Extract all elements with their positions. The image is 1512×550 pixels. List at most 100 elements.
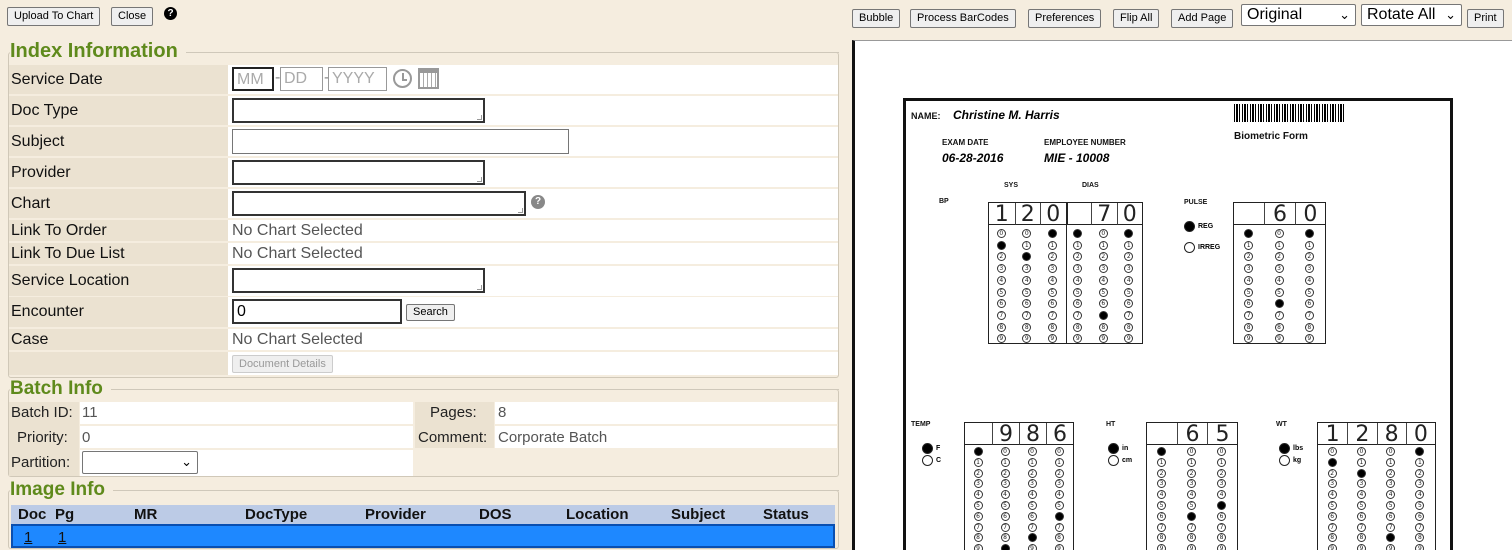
bubble: 6: [1415, 511, 1425, 521]
month-input[interactable]: MM: [232, 67, 274, 91]
process-barcodes-button[interactable]: Process BarCodes: [910, 9, 1016, 28]
column-header[interactable]: Provider: [365, 506, 426, 523]
bubble: 5: [1054, 501, 1064, 510]
bubble: 4: [1217, 490, 1226, 500]
provider-label: Provider: [9, 158, 228, 187]
bubble: 3: [1244, 264, 1254, 274]
radio-bubble: [922, 455, 933, 466]
grid-header-digit: 8: [1019, 423, 1046, 447]
encounter-input[interactable]: 0: [232, 299, 402, 324]
bubble: 1: [1274, 240, 1284, 250]
bubble: 4: [1356, 490, 1366, 500]
upload-to-chart-button[interactable]: Upload To Chart: [7, 7, 101, 26]
subject-input[interactable]: [232, 129, 569, 154]
document-details-button[interactable]: Document Details: [232, 355, 333, 373]
pages-value: 8: [498, 404, 507, 421]
chevron-down-icon: ⌄: [1339, 7, 1350, 22]
service-location-input[interactable]: [232, 268, 485, 293]
flip-all-button[interactable]: Flip All: [1113, 9, 1160, 28]
bubble: 3: [1327, 479, 1337, 489]
column-header[interactable]: Doc: [18, 506, 47, 523]
rotate-select[interactable]: Rotate All ⌄: [1361, 4, 1462, 26]
bubble: 7: [1047, 310, 1057, 320]
bubble: 6: [1022, 299, 1032, 309]
bubble: 8: [1157, 533, 1166, 543]
empty-label: [9, 352, 228, 375]
chart-help-icon[interactable]: ?: [531, 195, 545, 209]
bubble: [1022, 252, 1032, 262]
column-header[interactable]: DOS: [479, 506, 512, 523]
service-location-row: Service Location: [9, 266, 838, 296]
bubble: 0: [996, 229, 1006, 238]
bubble: 7: [996, 310, 1006, 320]
batch-id-label: Batch ID:: [11, 404, 73, 421]
column-header[interactable]: DocType: [245, 506, 308, 523]
column-header[interactable]: Pg: [55, 506, 75, 523]
bubble: 6: [1027, 511, 1037, 521]
clock-icon[interactable]: [393, 69, 412, 88]
bubble: 2: [1244, 252, 1254, 262]
grid-header-digit: 5: [1207, 423, 1237, 447]
radio-bubble: [922, 443, 933, 454]
column-header[interactable]: Location: [566, 506, 629, 523]
page-link[interactable]: 1: [58, 529, 67, 546]
provider-input[interactable]: [232, 160, 485, 185]
help-icon[interactable]: ?: [164, 7, 177, 20]
year-input[interactable]: YYYY: [328, 67, 387, 91]
bubble: 5: [1304, 287, 1314, 297]
column-header[interactable]: Status: [763, 506, 809, 523]
radio-bubble: [1279, 443, 1290, 454]
close-button[interactable]: Close: [111, 7, 154, 26]
grid-header-digit: 0: [1405, 423, 1435, 447]
calendar-icon[interactable]: [418, 68, 439, 89]
partition-select[interactable]: ⌄: [82, 451, 198, 474]
bubble: 9: [1304, 334, 1314, 344]
link-due-row: Link To Due List No Chart Selected: [9, 243, 838, 264]
bubble: 7: [1157, 522, 1166, 532]
bubble-button[interactable]: Bubble: [852, 9, 901, 28]
bubble: 1: [1187, 457, 1196, 467]
bubble: 2: [1217, 468, 1226, 478]
column-header[interactable]: Subject: [671, 506, 726, 523]
bubble: 1: [1047, 240, 1057, 250]
document-viewer[interactable]: NAME: Christine M. Harris Biometric Form…: [852, 40, 1512, 550]
grid-header-digit: 2: [1347, 423, 1377, 447]
bubble: 4: [1124, 275, 1134, 285]
doc-link[interactable]: 1: [24, 529, 33, 546]
bubble: 6: [973, 511, 983, 521]
view-select[interactable]: Original ⌄: [1241, 4, 1356, 26]
chart-input[interactable]: [232, 191, 526, 216]
bubble: 4: [1054, 490, 1064, 500]
bubble: 2: [1073, 252, 1083, 262]
bubble: 4: [1415, 490, 1425, 500]
bubble: 2: [1304, 252, 1314, 262]
bubble: 4: [973, 490, 983, 500]
doc-type-input[interactable]: [232, 98, 485, 123]
add-page-button[interactable]: Add Page: [1171, 9, 1234, 28]
bubble: 8: [1187, 533, 1196, 543]
print-button[interactable]: Print: [1467, 9, 1504, 28]
bubble: 4: [1386, 490, 1396, 500]
search-button[interactable]: Search: [406, 304, 455, 321]
radio-label: cm: [1122, 457, 1133, 464]
bubble: 7: [1386, 522, 1396, 532]
bubble: 6: [1386, 511, 1396, 521]
bubble: 7: [1000, 522, 1010, 532]
bubble: 7: [1022, 310, 1032, 320]
day-input[interactable]: DD: [280, 67, 323, 91]
dias-label: DIAS: [1082, 182, 1099, 189]
chevron-down-icon: ⌄: [1445, 7, 1456, 22]
bubble: 1: [1157, 457, 1166, 467]
preferences-button[interactable]: Preferences: [1028, 9, 1102, 28]
bubble: [1327, 457, 1337, 467]
bubble: 5: [1000, 501, 1010, 510]
bubble: 8: [1098, 322, 1108, 332]
radio-label: lbs: [1293, 445, 1304, 452]
column-header[interactable]: MR: [134, 506, 158, 523]
service-location-label: Service Location: [9, 266, 228, 296]
bubble: 9: [1356, 544, 1366, 550]
table-row[interactable]: 1 1: [11, 524, 835, 548]
bubble: 1: [1124, 240, 1134, 250]
